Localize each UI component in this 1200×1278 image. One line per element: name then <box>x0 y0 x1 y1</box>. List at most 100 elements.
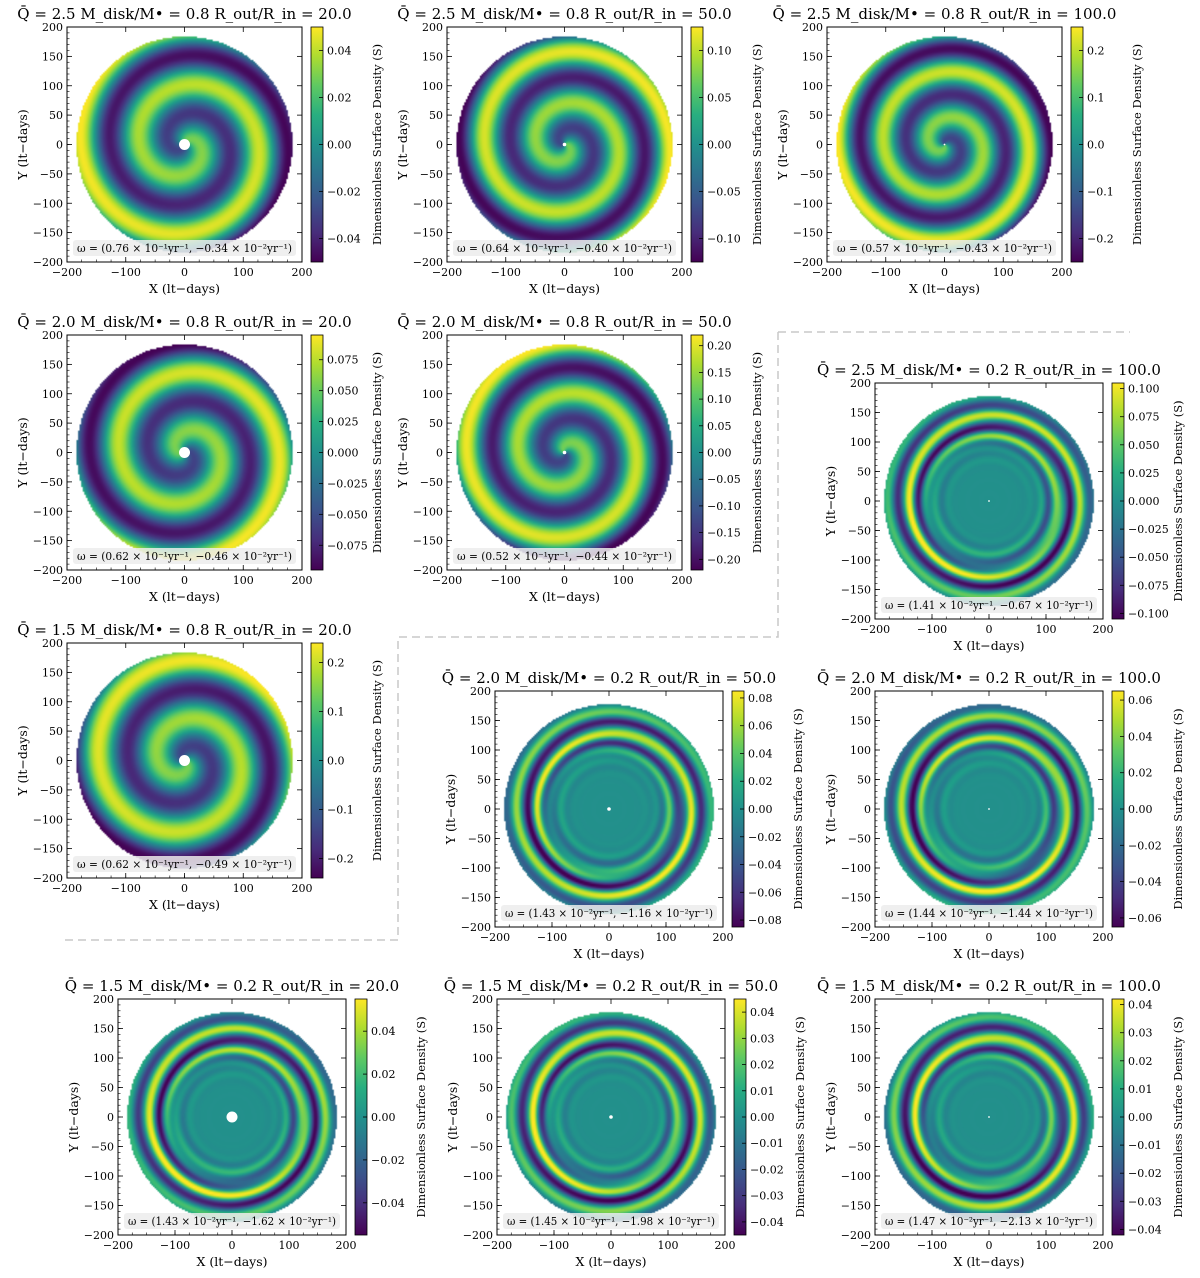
panel-title: Q̄ = 1.5 M_disk/M• = 0.2 R_out/R_in = 10… <box>817 977 1161 995</box>
colorbar-tick-label: −0.1 <box>1087 186 1114 199</box>
x-tick-label: −100 <box>111 574 141 587</box>
colorbar-tick-label: 0.00 <box>750 1111 775 1124</box>
y-tick-label: 50 <box>49 109 63 122</box>
y-tick-label: 0 <box>484 803 491 816</box>
y-tick-label: 200 <box>42 21 63 34</box>
y-tick-label: 150 <box>802 50 823 63</box>
y-tick-label: −100 <box>33 505 63 518</box>
chart-panel: −200 −100 0 100 200 200 150 100 50 0 −50 −100 −150 −2… <box>817 669 1185 961</box>
y-tick-label: −150 <box>84 1200 114 1213</box>
y-tick-label: −200 <box>413 564 443 577</box>
omega-label-box <box>833 240 1056 256</box>
omega-label: ω = (1.43 × 10⁻²yr⁻¹, −1.16 × 10⁻²yr⁻¹) <box>505 907 713 920</box>
y-tick-label: −50 <box>40 476 63 489</box>
colorbar-tick-label: 0.05 <box>707 92 732 105</box>
y-tick-label: −200 <box>463 1229 493 1242</box>
y-tick-label: 150 <box>42 50 63 63</box>
colorbar-label: Dimensionless Surface Density (S) <box>793 1016 807 1217</box>
colorbar-tick-label: −0.05 <box>707 186 741 199</box>
x-tick-label: 200 <box>292 882 313 895</box>
inner-hole <box>988 500 990 502</box>
x-axis-label: X (lt−days) <box>575 1254 646 1269</box>
x-tick-label: 200 <box>715 1239 736 1252</box>
chart-panel: −200 −100 0 100 200 200 150 100 50 0 −50 −100 −150 −2… <box>773 5 1144 296</box>
colorbar-label: Dimensionless Surface Density (S) <box>1171 708 1185 909</box>
x-tick-label: −200 <box>480 931 510 944</box>
x-tick-label: 200 <box>292 266 313 279</box>
omega-label-box <box>501 905 717 921</box>
colorbar-tick-label: −0.02 <box>1128 1167 1162 1180</box>
y-tick-label: −200 <box>33 256 63 269</box>
y-tick-label: −200 <box>841 1229 871 1242</box>
x-tick-label: 100 <box>279 1239 300 1252</box>
colorbar-tick-label: −0.04 <box>327 233 361 246</box>
colorbar-label: Dimensionless Surface Density (S) <box>791 708 805 909</box>
x-tick-label: 0 <box>986 1239 993 1252</box>
colorbar-tick-label: 0.050 <box>327 385 359 398</box>
x-axis-label: X (lt−days) <box>149 589 220 604</box>
y-tick-label: 200 <box>850 377 871 390</box>
x-tick-label: −100 <box>917 623 947 636</box>
panel-title: Q̄ = 2.0 M_disk/M• = 0.8 R_out/R_in = 50… <box>397 313 731 331</box>
y-tick-label: −50 <box>40 784 63 797</box>
chart-panel: −200 −100 0 100 200 200 150 100 50 0 −50 −100 −150 −2… <box>817 361 1185 653</box>
y-axis-label: Y (lt−days) <box>823 1082 838 1153</box>
colorbar-tick-label: 0.08 <box>748 692 773 705</box>
colorbar-tick-label: −0.100 <box>1128 607 1169 620</box>
omega-label-box <box>881 597 1097 613</box>
colorbar-tick-label: −0.2 <box>327 852 354 865</box>
y-axis-label: Y (lt−days) <box>443 774 458 845</box>
y-tick-label: −200 <box>84 1229 114 1242</box>
y-tick-label: −200 <box>413 256 443 269</box>
x-tick-label: −200 <box>482 1239 512 1252</box>
y-tick-label: −150 <box>841 892 871 905</box>
colorbar-label: Dimensionless Surface Density (S) <box>750 352 764 553</box>
x-tick-label: 100 <box>233 882 254 895</box>
x-axis-label: X (lt−days) <box>529 589 600 604</box>
y-tick-label: 150 <box>422 50 443 63</box>
x-tick-label: 0 <box>941 266 948 279</box>
colorbar-label: Dimensionless Surface Density (S) <box>370 352 384 553</box>
y-axis-label: Y (lt−days) <box>395 109 410 180</box>
colorbar-tick-label: −0.20 <box>707 553 741 566</box>
colorbar-tick-label: −0.08 <box>748 914 782 927</box>
y-tick-label: 50 <box>477 774 491 787</box>
x-tick-label: −100 <box>491 574 521 587</box>
y-tick-label: −50 <box>848 833 871 846</box>
chart-panel: −200 −100 0 100 200 200 150 100 50 0 −50 −100 −150 −2… <box>15 5 384 296</box>
y-tick-label: 100 <box>470 744 491 757</box>
colorbar-tick-label: −0.02 <box>371 1154 405 1167</box>
colorbar-tick-label: 0.04 <box>327 45 352 58</box>
y-axis-label: Y (lt−days) <box>15 109 30 180</box>
inner-hole <box>179 139 190 150</box>
chart-panel: −200 −100 0 100 200 200 150 100 50 0 −50 −100 −150 −2… <box>817 977 1185 1269</box>
y-tick-label: −100 <box>33 197 63 210</box>
y-tick-label: −100 <box>841 862 871 875</box>
y-tick-label: −150 <box>413 535 443 548</box>
x-tick-label: 100 <box>233 574 254 587</box>
x-tick-label: −100 <box>491 266 521 279</box>
y-tick-label: 0 <box>864 803 871 816</box>
y-tick-label: −150 <box>841 584 871 597</box>
y-tick-label: −50 <box>420 476 443 489</box>
y-tick-label: 200 <box>850 993 871 1006</box>
x-tick-label: 0 <box>561 266 568 279</box>
x-tick-label: 200 <box>336 1239 357 1252</box>
y-tick-label: 200 <box>42 637 63 650</box>
omega-label: ω = (0.62 × 10⁻¹yr⁻¹, −0.49 × 10⁻²yr⁻¹) <box>77 858 292 871</box>
omega-label: ω = (0.52 × 10⁻¹yr⁻¹, −0.44 × 10⁻²yr⁻¹) <box>457 550 672 563</box>
y-axis-label: Y (lt−days) <box>395 417 410 488</box>
omega-label: ω = (0.62 × 10⁻¹yr⁻¹, −0.46 × 10⁻²yr⁻¹) <box>77 550 292 563</box>
x-tick-label: 100 <box>1036 1239 1057 1252</box>
y-tick-label: −150 <box>463 1200 493 1213</box>
x-tick-label: −100 <box>537 931 567 944</box>
y-tick-label: 0 <box>486 1111 493 1124</box>
y-tick-label: 150 <box>472 1023 493 1036</box>
y-tick-label: −100 <box>461 862 491 875</box>
colorbar-tick-label: −0.10 <box>707 233 741 246</box>
colorbar-tick-label: −0.06 <box>748 886 782 899</box>
y-tick-label: 150 <box>850 715 871 728</box>
x-tick-label: 200 <box>672 266 693 279</box>
y-axis-label: Y (lt−days) <box>823 774 838 845</box>
colorbar-tick-label: −0.050 <box>327 508 368 521</box>
